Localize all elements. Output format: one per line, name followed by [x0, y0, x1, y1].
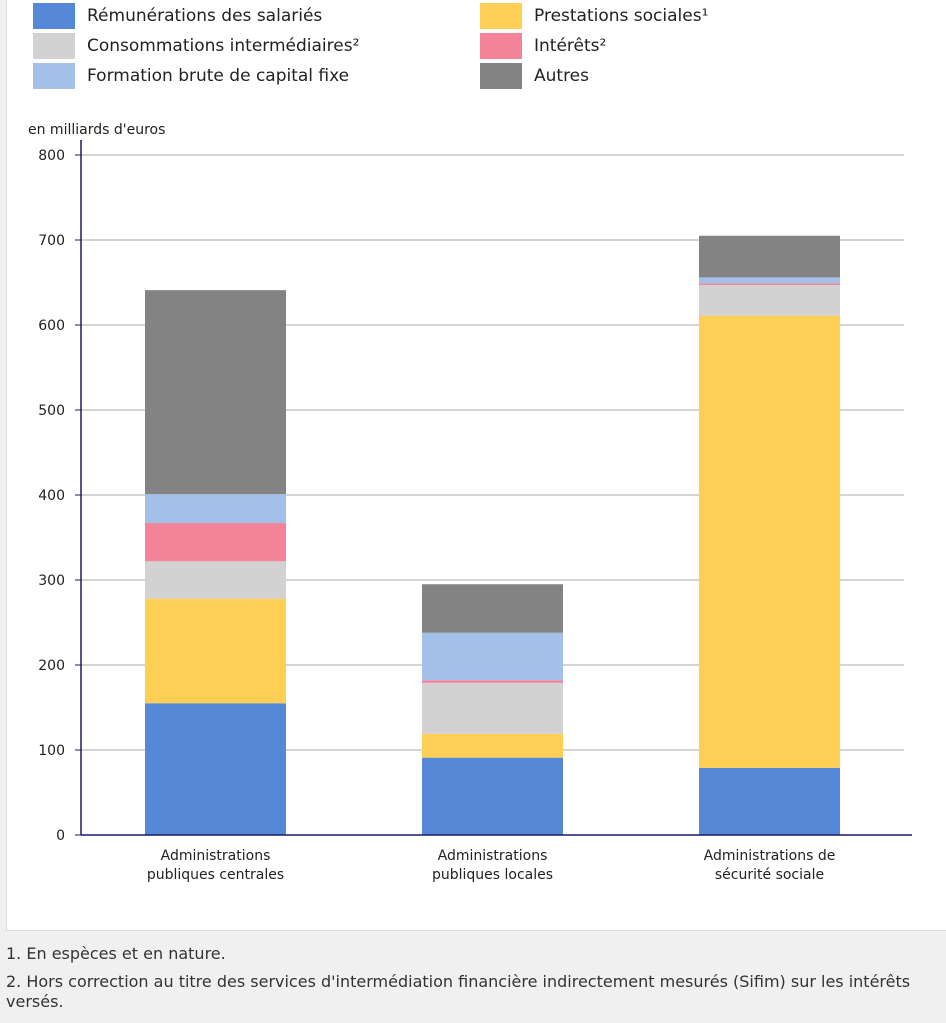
stacked-bar-chart: en milliards d'euros 0 100 200 300 400 500 600 7…	[28, 122, 912, 883]
y-tick-label: 700	[38, 233, 65, 249]
x-tick-label: sécurité sociale	[715, 867, 824, 883]
legend-item[interactable]: Prestations sociales¹	[480, 3, 708, 29]
bar-segment	[699, 767, 840, 835]
legend-swatch	[480, 3, 522, 29]
bar-segment	[145, 598, 286, 704]
bar-segment	[699, 283, 840, 286]
y-tick-label: 400	[38, 488, 65, 504]
y-tick-label: 500	[38, 403, 65, 419]
y-axis-label: en milliards d'euros	[28, 122, 165, 138]
legend-item[interactable]: Autres	[480, 63, 589, 89]
bar-segment	[699, 285, 840, 316]
bar-segment	[699, 277, 840, 284]
bar-segment	[699, 315, 840, 768]
bar-segment	[422, 680, 563, 683]
legend-label: Intérêts²	[534, 36, 607, 56]
legend-label: Autres	[534, 66, 590, 86]
bar-segment	[422, 682, 563, 734]
footnote-2: 2. Hors correction au titre des services…	[6, 972, 911, 1011]
legend-label: Prestations sociales¹	[534, 6, 709, 26]
y-tick-label: 0	[56, 828, 65, 844]
y-tick-label: 200	[38, 658, 65, 674]
bar-segment	[422, 584, 563, 633]
x-tick-label: Administrations de	[704, 848, 836, 864]
x-tick-label: Administrations	[161, 848, 271, 864]
legend-item[interactable]: Rémunérations des salariés	[33, 3, 322, 29]
y-tick-label: 800	[38, 148, 65, 164]
y-tick-label: 100	[38, 743, 65, 759]
legend-item[interactable]: Consommations intermédiaires²	[33, 33, 359, 59]
x-tick-label: publiques locales	[432, 867, 553, 883]
bar-segment	[422, 757, 563, 835]
bar-segment	[145, 523, 286, 562]
bar-segment	[422, 733, 563, 758]
x-tick-label: publiques centrales	[147, 867, 284, 883]
legend-swatch	[33, 3, 75, 29]
bar-segment	[145, 561, 286, 599]
legend-label: Formation brute de capital fixe	[87, 66, 350, 86]
x-tick-label: Administrations	[438, 848, 548, 864]
bar-segment	[145, 290, 286, 495]
bar-segment	[145, 494, 286, 524]
y-tick-label: 300	[38, 573, 65, 589]
legend-swatch	[480, 33, 522, 59]
y-tick-label: 600	[38, 318, 65, 334]
legend-swatch	[480, 63, 522, 89]
legend-item[interactable]: Intérêts²	[480, 33, 606, 59]
legend-swatch	[33, 33, 75, 59]
bar-segment	[422, 632, 563, 681]
legend-swatch	[33, 63, 75, 89]
bar-segment	[145, 703, 286, 835]
bar-segment	[699, 235, 840, 278]
legend-item[interactable]: Formation brute de capital fixe	[33, 63, 349, 89]
legend-label: Consommations intermédiaires²	[87, 36, 360, 56]
legend-label: Rémunérations des salariés	[87, 6, 323, 26]
footnotes: 1. En espèces et en nature. 2. Hors corr…	[6, 944, 926, 1020]
footnote-1: 1. En espèces et en nature.	[6, 944, 226, 963]
